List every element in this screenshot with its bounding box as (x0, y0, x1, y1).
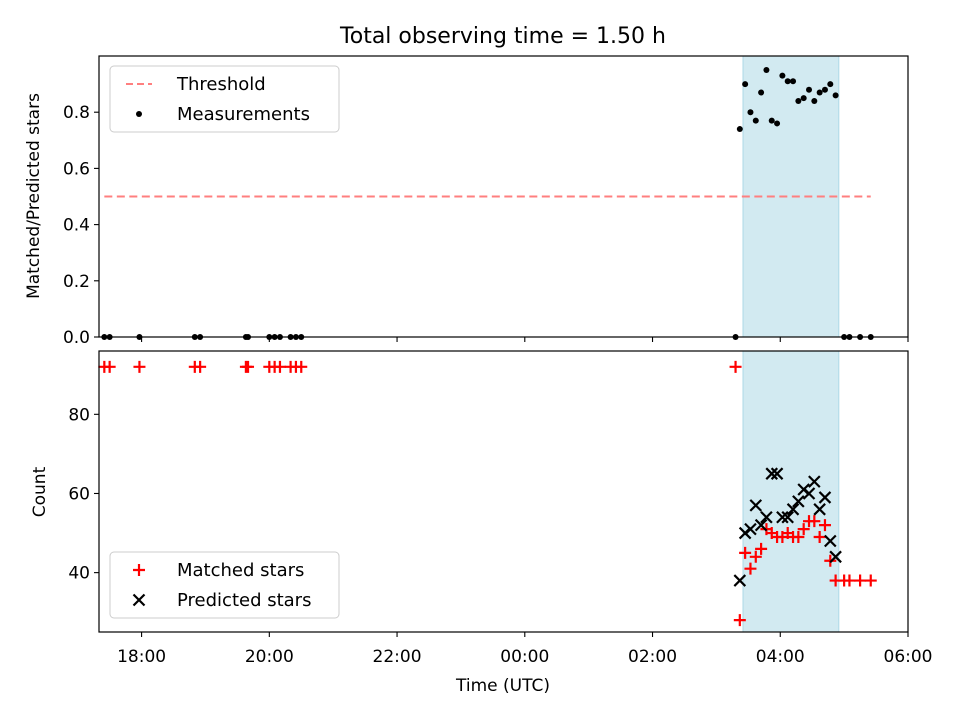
bottom-matched-stars-point (749, 550, 762, 563)
bottom-predicted-stars-point (781, 510, 794, 524)
top-panel-matched-ratio: 0.0 0.2 0.4 0.6 0.8 Threshold Measurements (63, 55, 909, 348)
bottom-matched-stars-point (792, 531, 805, 544)
bottom-matched-stars-point (242, 360, 255, 373)
bottom-matched-stars-point (733, 614, 746, 627)
top-measurements-point (821, 86, 828, 93)
bottom-legend (109, 551, 340, 619)
bottom-predicted-stars-point (754, 518, 768, 532)
bottom-matched-stars-point (739, 546, 752, 559)
bottom-predicted-stars-point (760, 510, 773, 524)
bottom-predicted-stars-point (770, 467, 784, 480)
bottom-predicted-stars-point (792, 495, 805, 508)
top-measurements-point (774, 120, 781, 127)
bottom-legend-marker-matched-stars (133, 564, 145, 576)
bottom-y-tick-label: 40 (68, 564, 90, 584)
top-legend-label: Threshold (176, 74, 266, 95)
top-measurements-point (763, 67, 770, 74)
bottom-matched-stars-point (808, 515, 821, 528)
top-measurements-point (784, 78, 791, 85)
top-y-tick-label: 0.2 (63, 272, 90, 292)
top-measurements-point (758, 89, 765, 96)
bottom-matched-stars-point (273, 360, 286, 373)
x-tick-label: 02:00 (628, 647, 677, 667)
bottom-y-tick-label: 60 (68, 484, 90, 504)
bottom-matched-stars-point (797, 523, 810, 536)
bottom-matched-stars-point (295, 360, 308, 373)
x-tick-label: 06:00 (884, 647, 933, 667)
top-y-axis-label: Matched/Predicted stars (24, 93, 44, 299)
bottom-predicted-stars-point (733, 574, 747, 587)
top-measurements-point (832, 92, 839, 99)
top-measurements-point (811, 97, 818, 104)
top-legend-marker-measurements (136, 111, 142, 117)
bottom-predicted-stars-point (818, 491, 832, 504)
bottom-predicted-stars-point (765, 467, 779, 480)
bottom-predicted-stars-point (786, 503, 800, 516)
bottom-observing-window-shade (742, 350, 840, 633)
bottom-y-tick-label: 80 (68, 405, 90, 425)
top-y-tick-label: 0.4 (63, 216, 90, 236)
top-y-tick-label: 0.0 (63, 328, 90, 348)
top-y-tick-label: 0.8 (63, 103, 90, 123)
bottom-matched-stars-point (744, 562, 757, 575)
top-measurements-point (827, 81, 834, 88)
bottom-predicted-stars-point (749, 499, 763, 512)
bottom-matched-stars-point (133, 360, 146, 373)
chart-title: Total observing time = 1.50 h (339, 24, 666, 49)
bottom-matched-stars-point (843, 574, 856, 587)
bottom-predicted-stars-point (744, 522, 757, 536)
bottom-predicted-stars-point (802, 487, 816, 500)
top-measurements-point (768, 117, 775, 124)
top-y-tick-label: 0.6 (63, 159, 90, 179)
bottom-predicted-stars-point (808, 475, 821, 488)
bottom-matched-stars-point (729, 360, 742, 373)
top-legend (109, 65, 340, 133)
bottom-predicted-stars-point (813, 503, 826, 516)
x-tick-label: 04:00 (756, 647, 805, 667)
top-measurements-point (806, 86, 813, 93)
bottom-panel-star-counts: 40 60 80 18:00 20:00 22:00 00:00 02:00 04:00 06:0… (68, 350, 933, 667)
top-measurements-point (742, 81, 749, 88)
bottom-matched-stars-point (864, 574, 877, 587)
top-legend-label: Measurements (177, 104, 310, 125)
bottom-matched-stars-point (194, 360, 207, 373)
bottom-matched-stars-point (854, 574, 867, 587)
bottom-matched-stars-point (755, 542, 768, 555)
top-measurements-point (795, 97, 802, 104)
bottom-predicted-stars-point (776, 510, 789, 524)
top-measurements-point (790, 78, 797, 85)
x-axis-label: Time (UTC) (455, 676, 550, 696)
top-measurements-point (736, 126, 743, 133)
x-tick-label: 00:00 (500, 647, 549, 667)
bottom-axes-frame (98, 350, 909, 633)
top-measurements-point (752, 117, 759, 124)
bottom-matched-stars-point (818, 519, 831, 532)
top-measurements-point (800, 95, 807, 102)
bottom-y-axis-label: Count (30, 466, 50, 517)
x-tick-label: 20:00 (245, 647, 294, 667)
bottom-matched-stars-point (813, 531, 826, 544)
bottom-legend-label: Predicted stars (177, 590, 311, 611)
top-axes-frame (98, 55, 909, 338)
top-measurements-point (747, 109, 754, 116)
top-measurements-point (779, 72, 786, 79)
top-measurements-point (816, 89, 823, 96)
bottom-legend-marker-predicted-stars (132, 593, 146, 607)
bottom-predicted-stars-point (829, 550, 842, 564)
x-tick-label: 22:00 (373, 647, 422, 667)
x-tick-label: 18:00 (117, 647, 166, 667)
bottom-matched-stars-point (103, 360, 116, 373)
bottom-legend-label: Matched stars (177, 560, 304, 581)
bottom-predicted-stars-point (824, 534, 837, 548)
